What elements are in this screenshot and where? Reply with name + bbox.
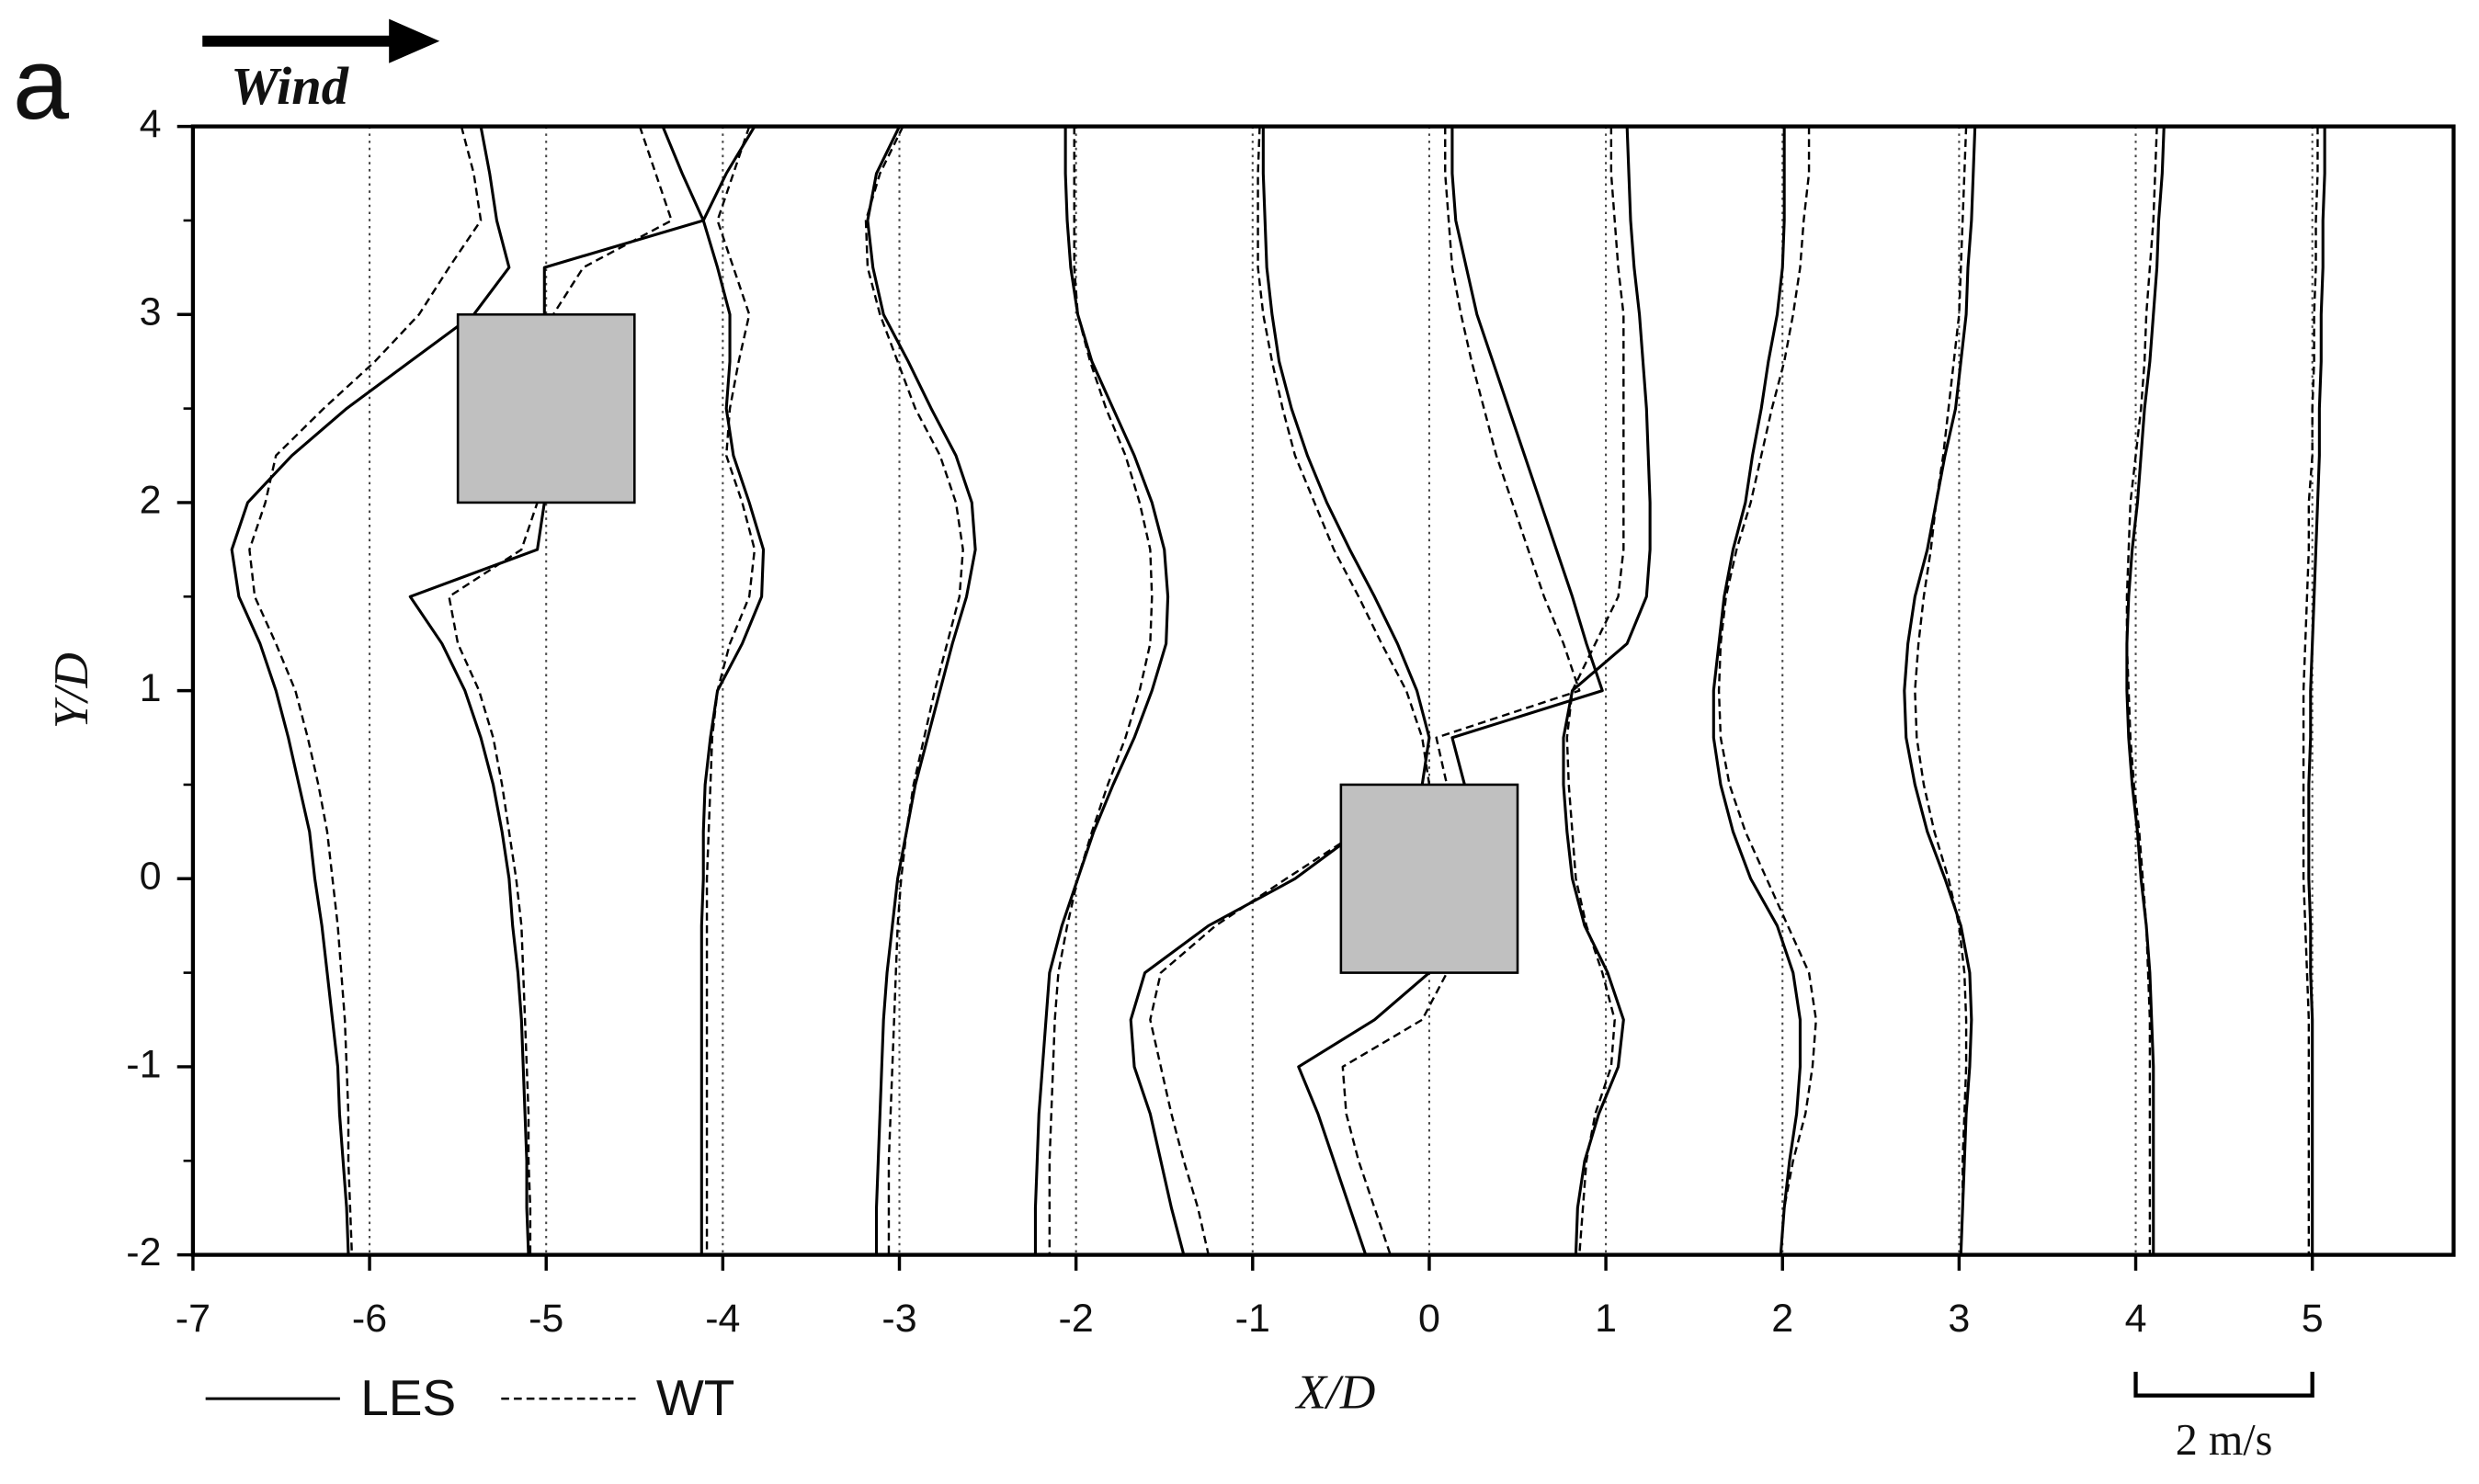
profile-line bbox=[1129, 126, 1431, 1256]
x-tick-label: -3 bbox=[881, 1297, 916, 1341]
building bbox=[456, 312, 636, 504]
x-tick-label: 2 bbox=[1771, 1297, 1793, 1341]
profile-line bbox=[866, 125, 977, 1255]
profile-line bbox=[2125, 126, 2166, 1255]
panel-label: a bbox=[13, 28, 70, 141]
scale-bar-label: 2 m/s bbox=[2176, 1416, 2273, 1465]
y-tick-label: 4 bbox=[140, 102, 162, 146]
profile-line bbox=[1033, 126, 1170, 1255]
profile-line bbox=[1149, 126, 1431, 1255]
y-tick-label: 2 bbox=[140, 478, 162, 522]
x-tick-label: 0 bbox=[1418, 1297, 1440, 1341]
x-tick-label: -2 bbox=[1059, 1297, 1094, 1341]
building bbox=[1339, 783, 1519, 974]
profile-line bbox=[2125, 126, 2158, 1255]
y-tick-label: 3 bbox=[140, 290, 162, 334]
profile-line bbox=[1711, 126, 1802, 1255]
x-tick-label: -7 bbox=[176, 1297, 210, 1341]
legend-label: WT bbox=[656, 1369, 735, 1426]
profile-line bbox=[699, 125, 766, 1255]
x-tick-label: 4 bbox=[2125, 1297, 2147, 1341]
y-tick-label: -1 bbox=[126, 1042, 161, 1086]
profile-line bbox=[1297, 126, 1604, 1256]
profile-line bbox=[1914, 126, 1968, 1255]
x-tick-label: -4 bbox=[705, 1297, 740, 1341]
x-tick-label: -5 bbox=[529, 1297, 563, 1341]
wind-label: Wind bbox=[231, 56, 349, 116]
profile-line bbox=[408, 126, 705, 1255]
profile-line bbox=[448, 126, 673, 1255]
y-tick-label: 0 bbox=[140, 855, 162, 899]
profile-line bbox=[1048, 126, 1154, 1255]
legend-label: LES bbox=[360, 1369, 456, 1426]
y-axis-label: Y/D bbox=[43, 652, 98, 729]
profile-line bbox=[705, 126, 756, 1255]
wind-arrow-head bbox=[389, 18, 440, 63]
wind-arrow bbox=[202, 18, 440, 63]
scale-bar bbox=[2133, 1371, 2314, 1398]
profile-line bbox=[1565, 126, 1625, 1255]
profile-line bbox=[1717, 126, 1817, 1255]
profile-line bbox=[2307, 126, 2326, 1255]
y-tick-label: 1 bbox=[140, 666, 162, 710]
x-axis-label: X/D bbox=[1294, 1365, 1375, 1420]
plot-frame bbox=[190, 124, 2456, 1257]
profile-line bbox=[2302, 126, 2319, 1255]
profile-line bbox=[1341, 126, 1581, 1255]
profile-line bbox=[248, 126, 483, 1255]
x-tick-label: 5 bbox=[2302, 1297, 2324, 1341]
x-tick-label: 3 bbox=[1948, 1297, 1970, 1341]
x-tick-label: 1 bbox=[1595, 1297, 1617, 1341]
x-tick-label: -6 bbox=[352, 1297, 387, 1341]
x-tick-label: -1 bbox=[1235, 1297, 1270, 1341]
profile-line bbox=[864, 126, 964, 1255]
profile-line bbox=[1903, 126, 1977, 1255]
y-tick-label: -2 bbox=[126, 1230, 161, 1274]
